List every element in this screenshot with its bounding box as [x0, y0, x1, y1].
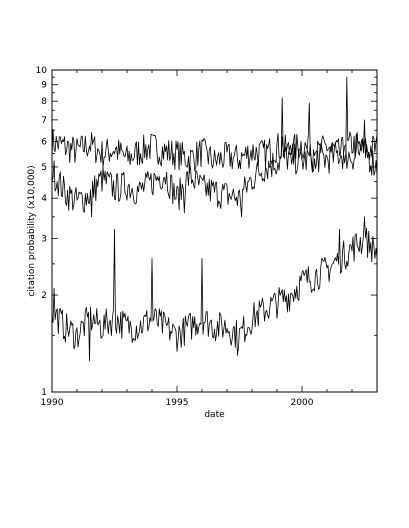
y-tick-label: 5 — [41, 163, 47, 173]
y-tick-label: 1 — [41, 388, 47, 398]
y-tick-label: 6 — [41, 137, 47, 147]
y-tick-label: 9 — [41, 81, 47, 91]
x-tick-label: 1990 — [41, 398, 64, 408]
x-axis: 1990 1995 2000 — [41, 70, 378, 408]
series-line-1 — [51, 76, 378, 174]
series-line-2 — [51, 132, 378, 218]
y-tick-label: 2 — [41, 291, 47, 301]
y-tick-label: 3 — [41, 234, 47, 244]
x-tick-label: 2000 — [291, 398, 314, 408]
x-tick-label: 1995 — [166, 398, 189, 408]
x-axis-label: date — [204, 410, 225, 420]
y-axis-label: citation probability (x10,000) — [27, 165, 37, 296]
y-tick-label: 10 — [36, 66, 48, 76]
y-tick-label: 7 — [41, 116, 47, 126]
y-axis: 1 2 3 4 5 6 7 8 9 10 — [36, 66, 377, 398]
y-tick-label: 8 — [41, 97, 47, 107]
plot-frame — [51, 69, 378, 393]
series-line-3 — [51, 216, 378, 362]
y-tick-label: 4 — [41, 194, 47, 204]
plot-area — [51, 76, 378, 362]
